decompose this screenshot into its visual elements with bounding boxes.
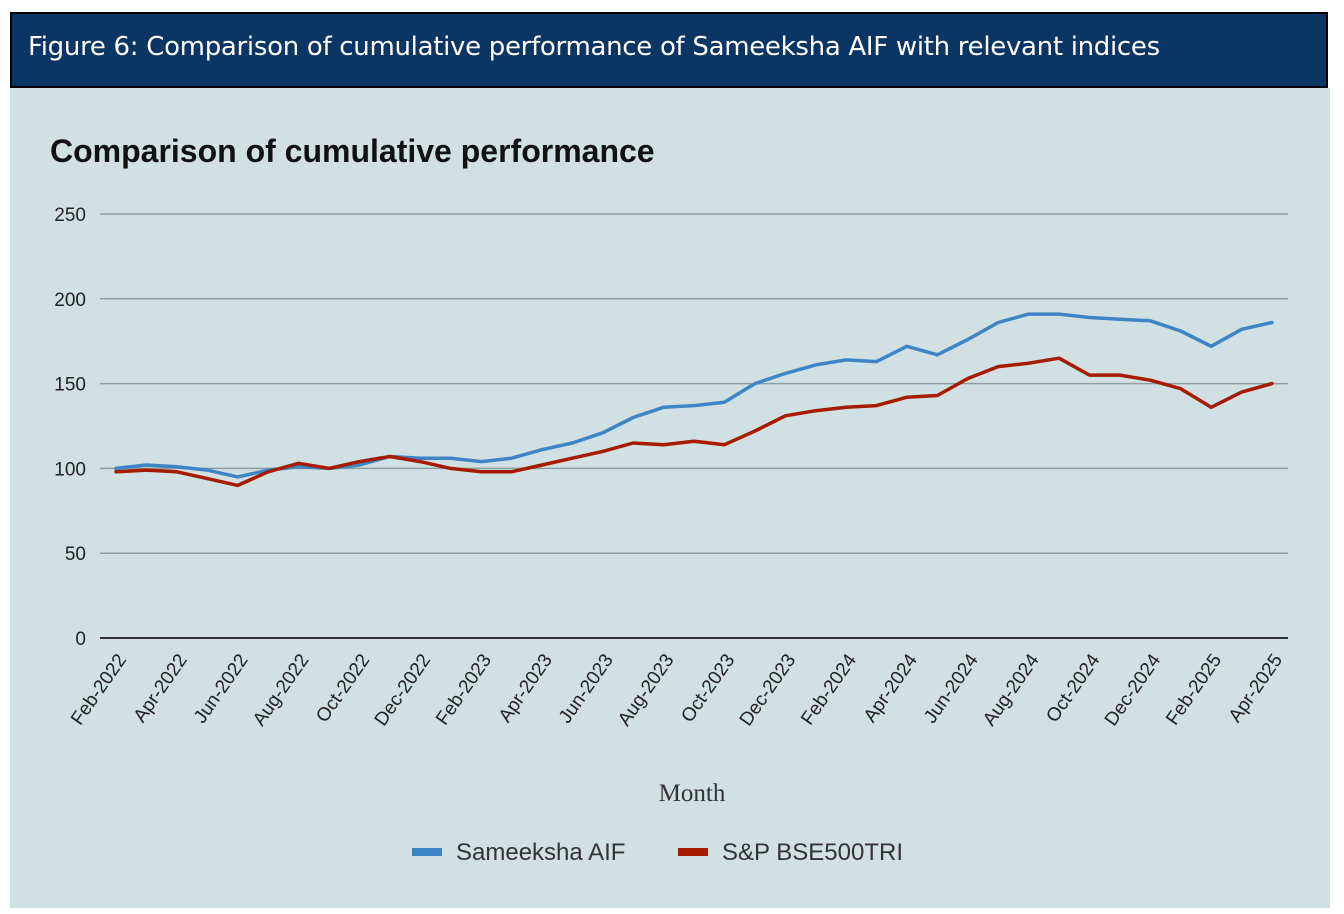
x-tick-label: Aug-2024 [979, 650, 1044, 730]
x-tick-label: Jun-2024 [920, 650, 983, 727]
series-lines [114, 312, 1274, 488]
legend-swatch [678, 848, 708, 856]
chart-panel: Comparison of cumulative performance 0 50… [10, 88, 1330, 908]
legend-label: Sameeksha AIF [456, 839, 625, 866]
x-tick-label: Apr-2023 [495, 650, 557, 726]
series-line-sp-bse500tri [114, 356, 1274, 488]
y-tick-label: 200 [54, 290, 86, 311]
y-tick-label: 50 [65, 544, 86, 565]
x-tick-label: Feb-2025 [1162, 650, 1226, 729]
gridlines [100, 213, 1288, 639]
x-tick-label: Feb-2023 [432, 650, 496, 729]
x-tick-label: Dec-2023 [736, 650, 800, 730]
x-tick-label: Apr-2024 [860, 650, 922, 726]
x-tick-label: Feb-2024 [797, 650, 861, 729]
x-tick-label: Dec-2024 [1101, 650, 1166, 730]
chart-title: Comparison of cumulative performance [50, 133, 655, 169]
y-tick-label: 250 [54, 205, 86, 226]
x-tick-label: Oct-2024 [1042, 650, 1104, 726]
figure-title: Figure 6: Comparison of cumulative perfo… [28, 32, 1160, 62]
x-tick-label: Oct-2023 [677, 650, 739, 726]
legend: Sameeksha AIF S&P BSE500TRI [412, 839, 903, 866]
line-chart: Comparison of cumulative performance 0 50… [50, 133, 1288, 866]
x-tick-label: Jun-2022 [190, 650, 253, 727]
x-tick-label: Aug-2022 [249, 650, 313, 730]
legend-label: S&P BSE500TRI [722, 839, 903, 866]
x-tick-label: Apr-2022 [130, 650, 192, 726]
x-tick-label: Feb-2022 [67, 650, 131, 729]
figure-banner: Figure 6: Comparison of cumulative perfo… [10, 12, 1328, 88]
y-tick-label: 150 [54, 375, 86, 396]
y-axis-ticks: 0 50 100 150 200 250 [54, 205, 86, 650]
legend-swatch [412, 848, 442, 856]
x-tick-label: Oct-2022 [312, 650, 374, 726]
series-line-sameeksha-aif [114, 312, 1274, 479]
x-axis-label: Month [659, 780, 726, 807]
y-tick-label: 0 [75, 629, 86, 650]
x-tick-label: Jun-2023 [555, 650, 618, 727]
x-tick-label: Dec-2022 [371, 650, 435, 730]
x-axis-ticks: Feb-2022Apr-2022Jun-2022Aug-2022Oct-2022… [67, 650, 1287, 730]
x-tick-label: Apr-2025 [1225, 650, 1287, 726]
y-tick-label: 100 [54, 459, 86, 480]
x-tick-label: Aug-2023 [614, 650, 678, 730]
